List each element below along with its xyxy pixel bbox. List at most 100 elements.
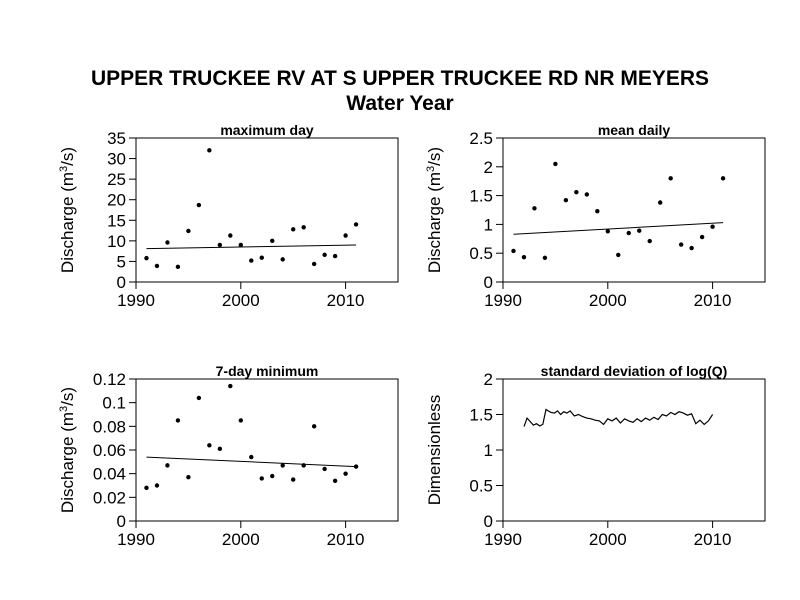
data-point	[616, 252, 621, 258]
x-tick-label: 1990	[484, 530, 522, 549]
data-point	[710, 224, 715, 229]
y-tick-label: 15	[107, 211, 126, 230]
data-point	[249, 258, 254, 263]
x-tick-label: 2010	[327, 530, 365, 549]
data-point	[563, 198, 569, 203]
data-point	[196, 395, 202, 401]
data-point	[217, 242, 223, 248]
y-tick-label: 1.5	[469, 406, 493, 425]
x-tick-label: 1990	[117, 530, 155, 549]
x-tick-label: 2000	[589, 291, 627, 310]
figure-title: UPPER TRUCKEE RV AT S UPPER TRUCKEE RD N…	[0, 66, 800, 116]
data-point	[165, 240, 170, 245]
y-tick-label: 0	[117, 273, 126, 292]
y-tick-label: 35	[107, 129, 126, 148]
x-tick-label: 2000	[222, 291, 260, 310]
data-point	[228, 233, 233, 238]
data-point	[658, 200, 663, 205]
trend-line	[146, 244, 357, 250]
y-axis-label: Discharge (m3/s)	[58, 387, 77, 513]
y-axis-label-text: Discharge (m	[58, 172, 77, 273]
data-point	[175, 418, 181, 423]
data-point	[699, 234, 705, 240]
data-point	[720, 176, 726, 181]
data-point	[228, 383, 233, 389]
x-tick-label: 1990	[117, 291, 155, 310]
data-point	[353, 222, 359, 227]
data-point	[343, 471, 348, 476]
y-tick-label: 5	[117, 252, 126, 271]
trend-line	[513, 222, 724, 235]
y-tick-label: 0	[484, 512, 493, 531]
y-tick-label: 2.5	[469, 129, 493, 148]
x-tick-label: 2010	[694, 291, 732, 310]
data-point	[175, 264, 181, 269]
chart-panel-4: standard deviation of log(Q) 0 0.5 1 1.5 2 199…	[425, 363, 766, 549]
data-point	[689, 245, 694, 251]
y-axis-label-superscript: 3	[58, 406, 70, 412]
y-axis-label-superscript: 3	[58, 166, 70, 172]
data-point	[186, 475, 191, 480]
data-point	[637, 228, 642, 233]
plot-frame	[135, 137, 399, 283]
y-tick-label: 0.1	[102, 394, 126, 413]
y-tick-label: 10	[107, 232, 126, 251]
y-tick-label: 1	[484, 441, 493, 460]
panel-title: mean daily	[598, 122, 671, 138]
data-point	[301, 225, 306, 230]
figure-title-line2: Water Year	[346, 92, 454, 115]
y-tick-label: 25	[107, 170, 126, 189]
x-tick-label: 2010	[327, 291, 365, 310]
y-axis-label-text: /s)	[58, 387, 77, 406]
data-point	[668, 176, 673, 181]
data-point	[605, 229, 610, 234]
data-point	[207, 443, 212, 448]
y-tick-label: 0.5	[469, 477, 493, 496]
y-axis-label: Discharge (m3/s)	[58, 147, 77, 273]
plot-frame	[135, 378, 399, 522]
data-point	[186, 228, 191, 234]
trend-line	[146, 456, 357, 468]
data-point	[196, 202, 202, 208]
y-tick-label: 1	[484, 215, 493, 234]
x-tick-label: 2000	[589, 530, 627, 549]
data-point	[154, 263, 160, 269]
y-axis-label-text: Discharge (m	[58, 412, 77, 513]
y-tick-label: 0.06	[93, 441, 126, 460]
data-point	[595, 208, 600, 214]
chart-panel-2: mean daily 0 0.5 1 1.5 2 2.5 1990 2000 2010 Discha…	[425, 122, 766, 310]
y-axis-label-text: /s)	[425, 147, 444, 166]
data-point	[144, 255, 149, 261]
data-point	[259, 476, 264, 481]
y-tick-label: 0.04	[93, 465, 126, 484]
y-tick-label: 0.02	[93, 488, 126, 507]
data-point	[207, 148, 212, 153]
data-point	[332, 253, 338, 259]
data-point	[154, 483, 160, 488]
data-point	[574, 189, 579, 195]
x-tick-label: 2010	[694, 530, 732, 549]
data-point	[553, 161, 558, 167]
data-point	[647, 238, 652, 244]
x-tick-label: 1990	[484, 291, 522, 310]
y-tick-label: 2	[484, 158, 493, 177]
data-point	[678, 242, 684, 247]
plot-frame	[502, 378, 766, 522]
panel-title: standard deviation of log(Q)	[541, 363, 728, 379]
y-tick-label: 0.12	[93, 370, 126, 389]
data-point	[542, 255, 548, 261]
data-point	[217, 446, 223, 452]
y-axis-label: Discharge (m3/s)	[425, 147, 444, 273]
data-point	[249, 454, 254, 460]
data-point	[259, 255, 264, 260]
data-point	[270, 473, 275, 479]
x-tick-label: 2000	[222, 530, 260, 549]
data-point	[521, 255, 527, 260]
panel-title: 7-day minimum	[216, 363, 319, 379]
data-point	[322, 252, 327, 258]
data-point	[291, 477, 296, 482]
y-tick-label: 0.08	[93, 417, 126, 436]
y-tick-label: 0.5	[469, 244, 493, 263]
y-tick-label: 0	[484, 273, 493, 292]
